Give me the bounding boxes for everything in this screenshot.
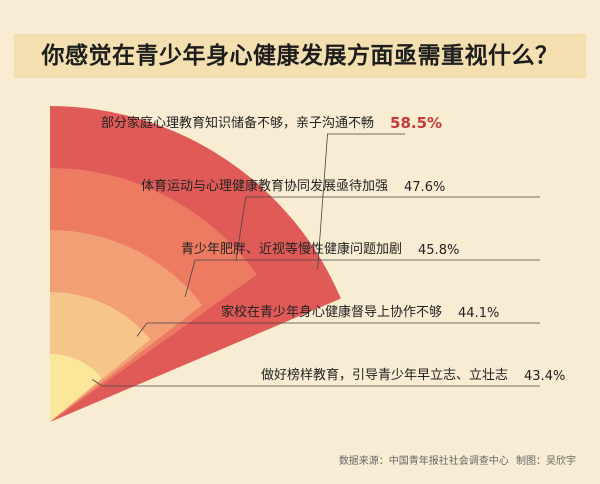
label-group: 部分家庭心理教育知识储备不够，亲子沟通不畅 58.5% 体育运动与心理健康教育协同发… (101, 114, 565, 384)
leader-line-3 (184, 259, 540, 298)
footer-producer: 制图：吴欣宇 (516, 456, 576, 467)
category-label-3: 青少年肥胖、近视等慢性健康问题加剧 (181, 241, 402, 257)
chart-title: 你感觉在青少年身心健康发展方面亟需重视什么？ (41, 43, 559, 69)
sector-5 (50, 354, 102, 422)
value-label-5: 43.4% (524, 369, 565, 384)
category-label-5: 做好榜样教育，引导青少年早立志、立壮志 (261, 367, 508, 383)
value-label-3: 45.8% (418, 243, 459, 258)
category-label-1: 部分家庭心理教育知识储备不够，亲子沟通不畅 (101, 115, 374, 131)
leader-line-group (92, 133, 540, 387)
title-background (14, 34, 586, 78)
leader-line-2 (235, 196, 540, 261)
category-label-2: 体育运动与心理健康教育协同发展亟待加强 (141, 178, 388, 194)
leader-line-5 (92, 379, 540, 387)
value-label-2: 47.6% (404, 180, 445, 195)
value-label-1: 58.5% (390, 114, 442, 132)
category-label-4: 家校在青少年身心健康督导上协作不够 (221, 304, 442, 320)
leader-line-1 (317, 133, 405, 270)
sector-group (50, 106, 341, 422)
leader-line-4 (136, 322, 540, 337)
value-label-4: 44.1% (458, 306, 499, 321)
footer-source: 数据来源：中国青年报社社会调查中心 (338, 456, 509, 467)
footer: 数据来源：中国青年报社社会调查中心 制图：吴欣宇 (335, 452, 576, 467)
